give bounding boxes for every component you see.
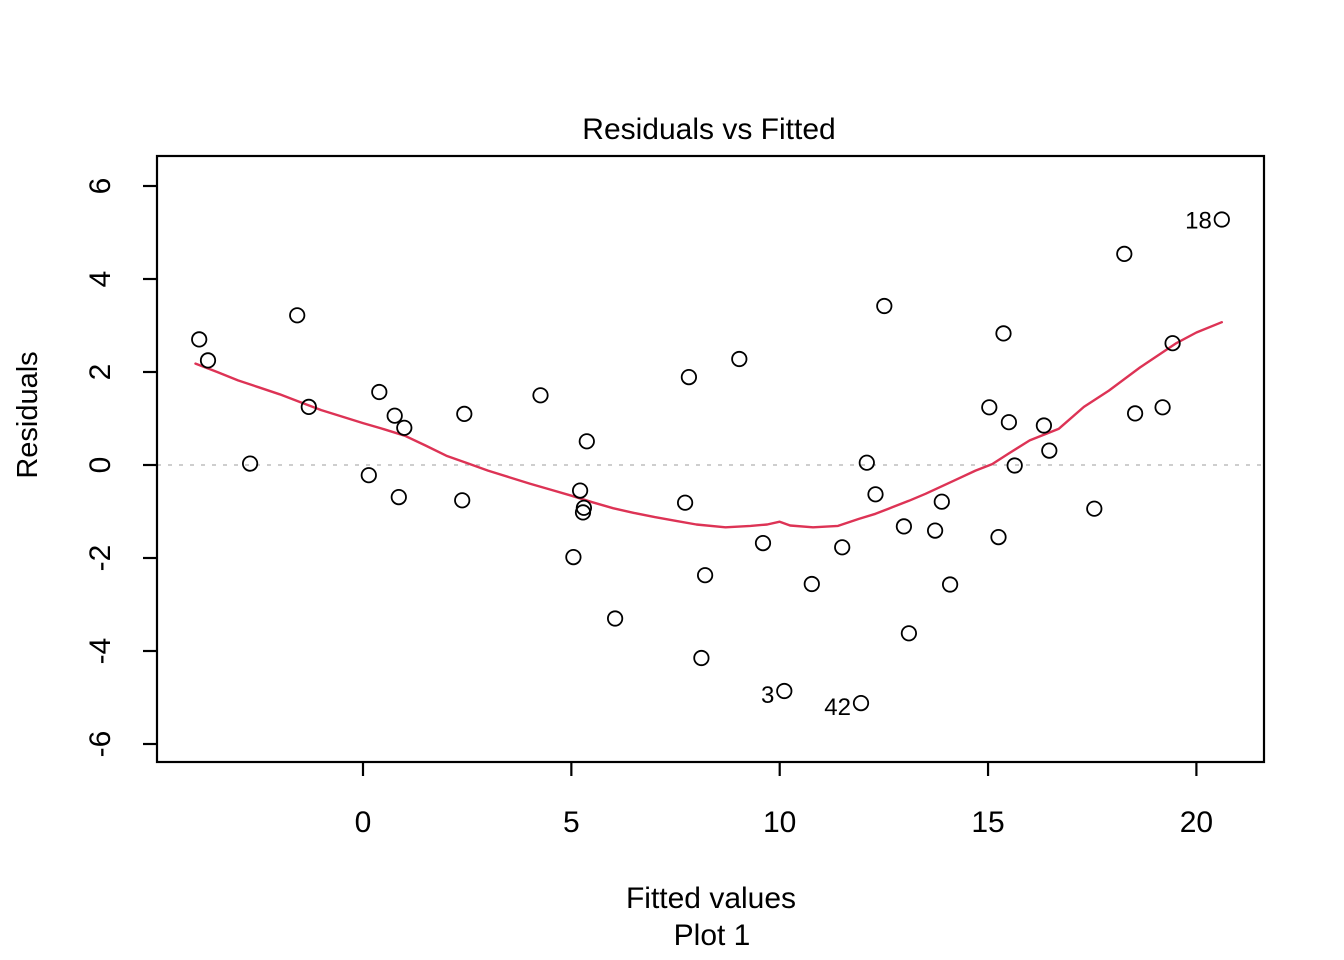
data-point xyxy=(1116,245,1133,262)
point-label: 18 xyxy=(1185,208,1212,235)
x-tick-label: 0 xyxy=(355,806,372,839)
data-point xyxy=(571,482,589,499)
data-point xyxy=(390,488,407,506)
data-point xyxy=(900,625,918,642)
x-axis: 0 5 10 15 20 xyxy=(355,762,1213,839)
data-point xyxy=(926,522,944,539)
data-point xyxy=(680,368,698,386)
y-tick-label: -2 xyxy=(84,545,117,572)
data-point xyxy=(1164,335,1181,352)
data-point xyxy=(454,492,471,509)
data-point xyxy=(941,576,959,593)
data-point xyxy=(565,548,582,566)
data-point xyxy=(191,331,208,348)
y-tick-label: 6 xyxy=(84,178,117,195)
data-point xyxy=(386,407,403,424)
data-point xyxy=(371,383,388,401)
y-tick-label: 4 xyxy=(84,271,117,288)
data-point xyxy=(981,399,998,416)
y-tick-label: -4 xyxy=(84,638,117,665)
x-axis-label: Fitted values xyxy=(625,882,797,915)
data-point xyxy=(696,567,714,584)
data-point xyxy=(1086,500,1103,517)
point-label: 42 xyxy=(824,694,851,721)
data-point xyxy=(834,539,851,556)
data-point xyxy=(731,350,748,368)
data-point xyxy=(933,493,950,510)
data-point xyxy=(776,682,793,700)
y-tick-label: -6 xyxy=(84,731,117,758)
data-point xyxy=(858,454,875,471)
data-point xyxy=(895,518,913,535)
y-tick-label: 0 xyxy=(84,457,117,474)
loess-smooth-line xyxy=(194,321,1223,529)
scatter-points xyxy=(191,211,1230,712)
data-point xyxy=(754,534,772,552)
data-point xyxy=(360,467,377,484)
data-point xyxy=(575,499,593,516)
data-point xyxy=(199,352,217,369)
x-tick-label: 5 xyxy=(563,806,580,839)
chart-title: Residuals vs Fitted xyxy=(582,113,836,146)
y-axis: -6 -4 -2 0 2 4 6 xyxy=(84,178,157,758)
data-point xyxy=(578,433,595,450)
data-point xyxy=(456,405,473,422)
data-point xyxy=(606,610,624,627)
data-point xyxy=(990,528,1007,546)
data-point xyxy=(1041,442,1058,459)
plot-border xyxy=(155,154,1266,764)
data-point xyxy=(1154,399,1171,416)
point-labels: 18 3 42 xyxy=(761,208,1212,722)
data-point xyxy=(1213,211,1230,228)
data-point xyxy=(300,398,317,415)
data-point xyxy=(876,297,893,315)
y-tick-label: 2 xyxy=(84,364,117,381)
point-label: 3 xyxy=(761,682,774,709)
data-point xyxy=(396,419,413,436)
x-tick-label: 10 xyxy=(763,806,796,839)
data-point xyxy=(1035,417,1053,434)
x-axis-sublabel: Plot 1 xyxy=(673,919,751,952)
y-axis-label: Residuals xyxy=(12,351,44,479)
data-point xyxy=(532,387,549,404)
x-tick-label: 15 xyxy=(971,806,1004,839)
data-point xyxy=(803,575,820,593)
data-point xyxy=(1000,414,1018,431)
data-point xyxy=(1006,457,1023,474)
data-point xyxy=(852,694,870,712)
x-tick-label: 20 xyxy=(1180,806,1213,839)
data-point xyxy=(676,494,694,511)
data-point xyxy=(693,649,710,667)
data-point xyxy=(867,486,884,503)
data-point xyxy=(289,307,306,324)
data-point xyxy=(1127,405,1144,422)
data-point xyxy=(242,455,259,472)
data-point xyxy=(995,325,1012,342)
